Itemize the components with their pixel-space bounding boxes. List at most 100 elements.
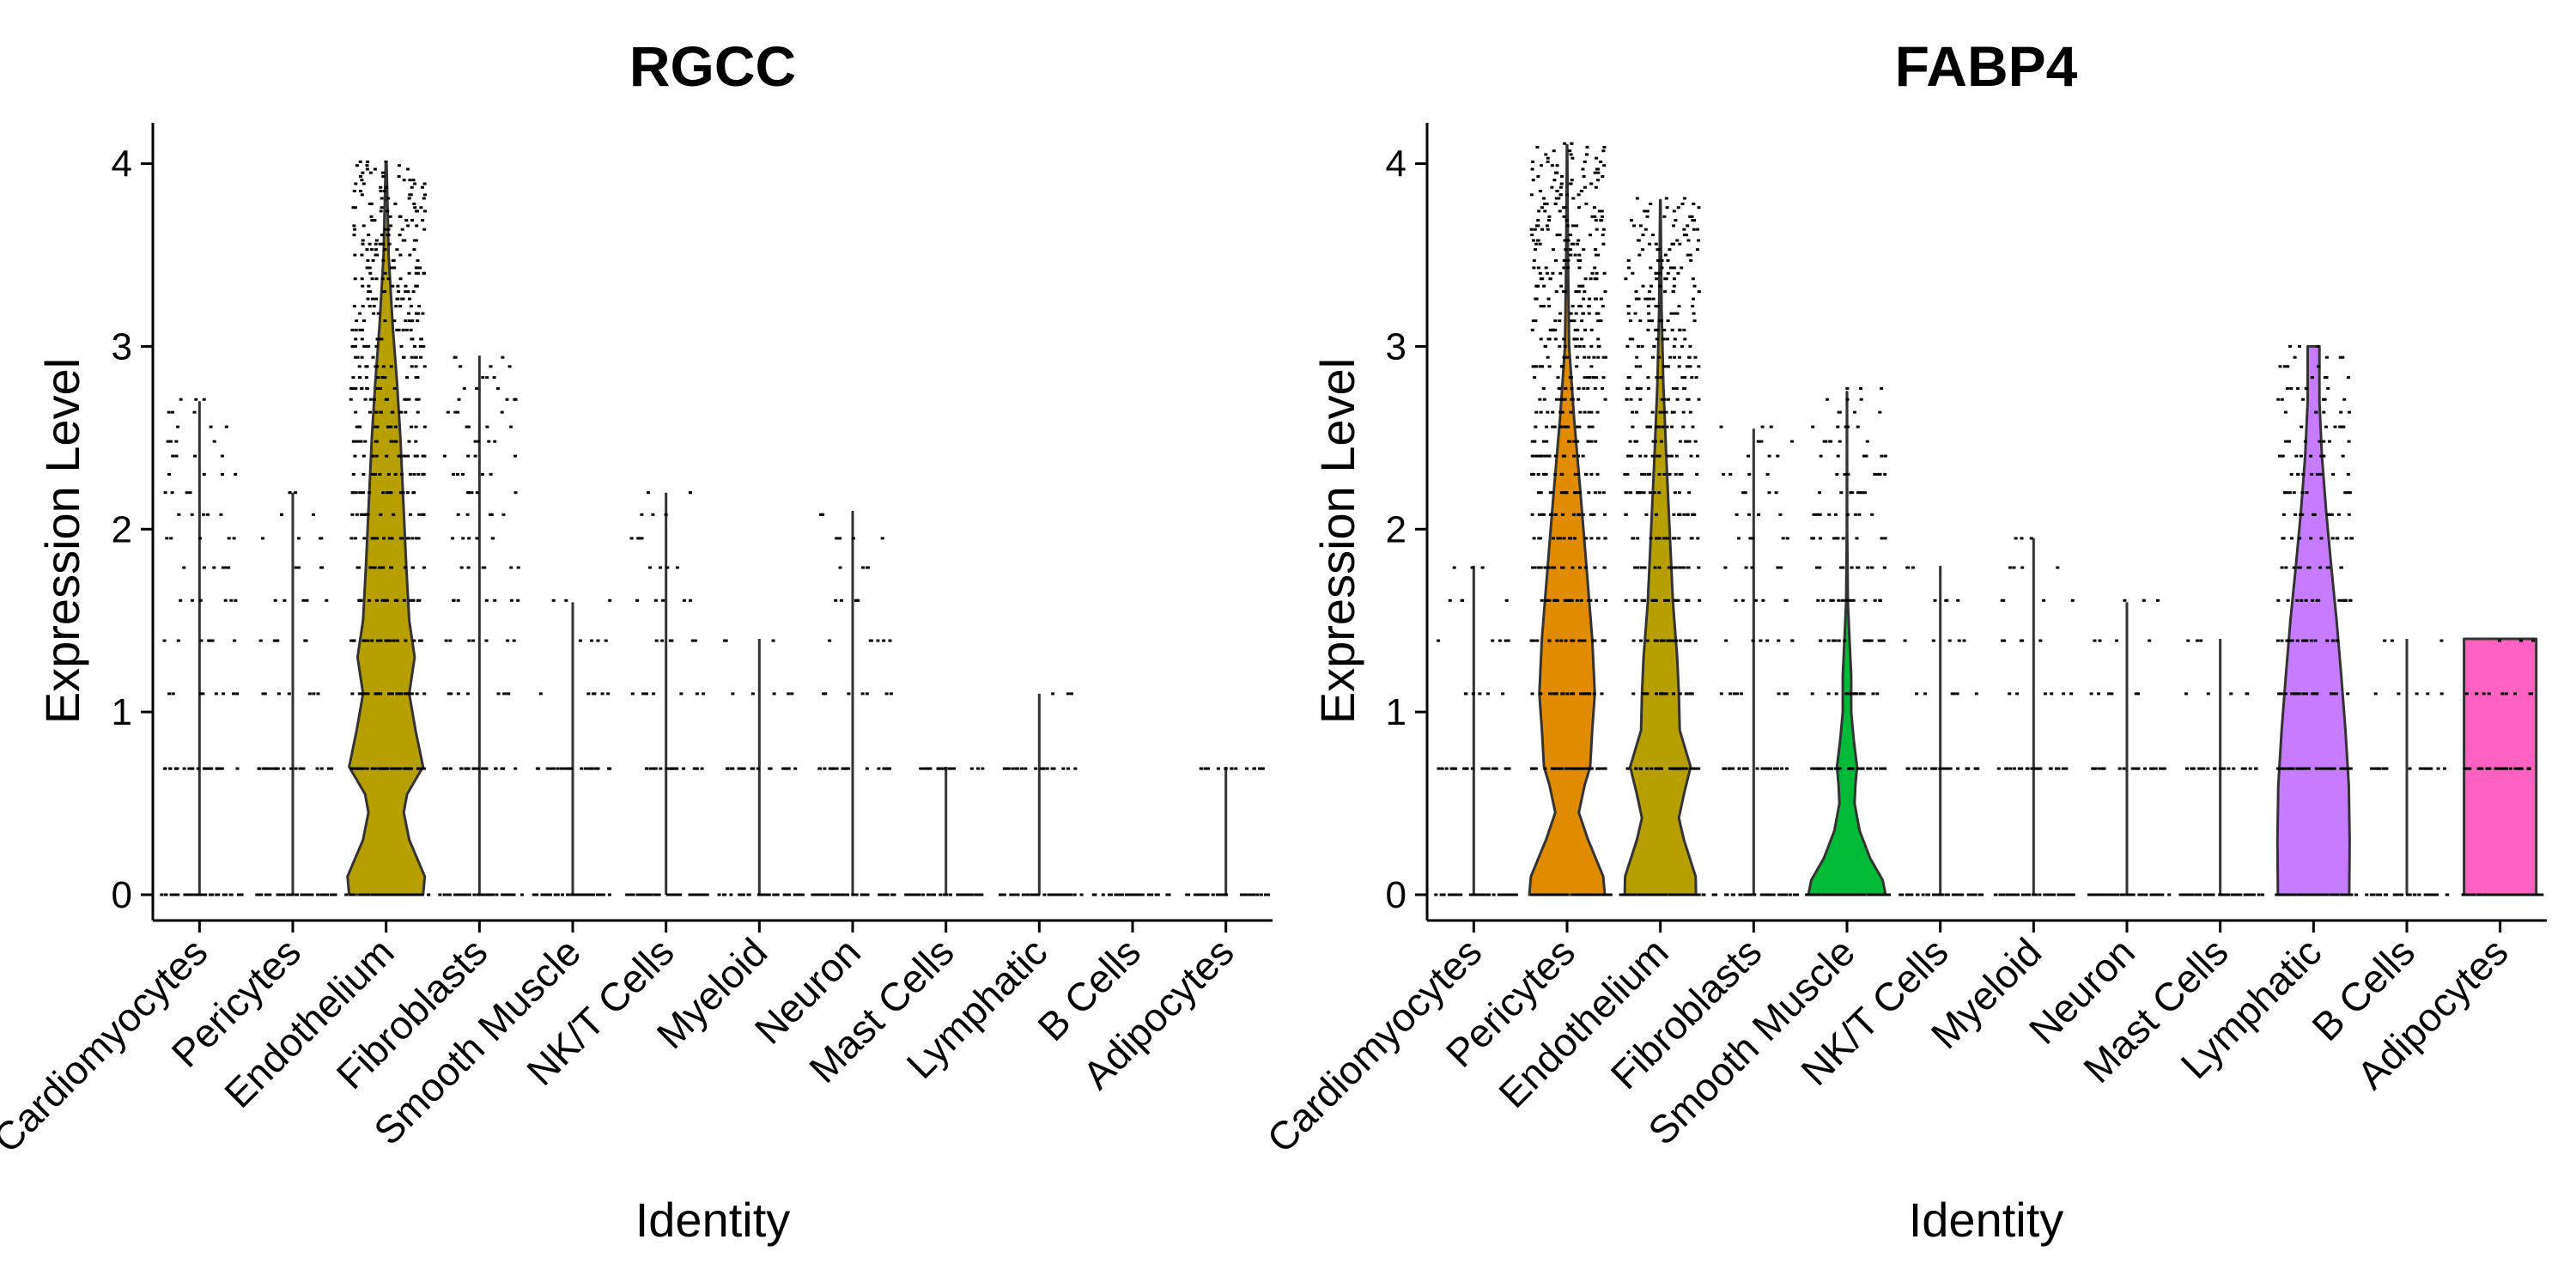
- data-point: [703, 893, 708, 896]
- data-point: [2316, 365, 2320, 368]
- data-point: [1874, 767, 1878, 770]
- data-point: [1884, 893, 1888, 896]
- data-point: [1783, 692, 1787, 696]
- data-point: [1834, 767, 1838, 770]
- data-point: [350, 513, 355, 516]
- data-point: [1626, 258, 1631, 262]
- data-point: [513, 454, 517, 458]
- data-point: [696, 893, 700, 896]
- data-point: [2349, 537, 2354, 540]
- data-point: [1875, 472, 1880, 476]
- data-point: [2540, 893, 2544, 896]
- data-point: [386, 210, 390, 213]
- data-point: [860, 893, 864, 896]
- data-point: [422, 425, 427, 428]
- data-point: [640, 513, 644, 516]
- data-point: [1810, 692, 1814, 696]
- data-point: [1654, 513, 1658, 516]
- data-point: [1555, 164, 1559, 167]
- data-point: [2278, 767, 2281, 770]
- data-point: [2365, 893, 2369, 896]
- data-point: [481, 767, 484, 770]
- data-point: [532, 893, 537, 896]
- data-point: [1650, 454, 1655, 458]
- data-point: [1538, 893, 1541, 896]
- data-point: [1623, 472, 1627, 476]
- data-point: [1595, 410, 1600, 414]
- data-point: [1833, 513, 1838, 516]
- data-point: [1678, 242, 1682, 246]
- data-point: [1905, 893, 1909, 896]
- data-point: [1576, 893, 1580, 896]
- data-point: [1646, 305, 1650, 308]
- data-point: [461, 472, 465, 476]
- data-point: [2495, 893, 2500, 896]
- data-point: [1079, 893, 1084, 896]
- data-point: [1532, 266, 1536, 270]
- data-point: [1665, 206, 1669, 210]
- data-point: [229, 598, 234, 602]
- data-point: [1844, 425, 1848, 428]
- data-point: [1639, 767, 1643, 770]
- data-point: [2093, 893, 2098, 896]
- data-point: [422, 271, 426, 275]
- data-point: [412, 344, 416, 348]
- data-point: [358, 328, 362, 331]
- data-point: [1833, 639, 1838, 642]
- data-point: [1050, 893, 1054, 896]
- data-point: [366, 297, 370, 301]
- data-point: [1641, 234, 1645, 237]
- data-point: [1575, 337, 1579, 341]
- data-point: [771, 639, 775, 642]
- data-point: [1571, 513, 1576, 516]
- data-point: [2144, 893, 2148, 896]
- data-point: [1635, 410, 1638, 414]
- data-point: [1880, 537, 1884, 540]
- data-point: [2290, 893, 2294, 896]
- data-point: [467, 639, 471, 642]
- data-point: [2289, 386, 2293, 390]
- data-point: [1586, 598, 1590, 602]
- data-point: [2276, 398, 2281, 401]
- data-point: [207, 639, 211, 642]
- data-point: [1643, 472, 1647, 476]
- data-point: [1532, 239, 1535, 242]
- data-point: [453, 355, 457, 359]
- data-point: [2281, 537, 2286, 540]
- data-point: [678, 893, 683, 896]
- data-point: [1646, 893, 1650, 896]
- data-point: [401, 491, 405, 495]
- data-point: [2278, 454, 2281, 458]
- data-point: [2312, 513, 2317, 516]
- data-point: [549, 767, 553, 770]
- data-point: [2281, 513, 2286, 516]
- data-point: [379, 386, 382, 390]
- data-point: [1546, 454, 1550, 458]
- data-point: [1554, 893, 1558, 896]
- data-point: [692, 767, 696, 770]
- data-point: [2439, 639, 2444, 642]
- data-point: [374, 344, 379, 348]
- data-point: [489, 472, 493, 476]
- data-point: [467, 893, 471, 896]
- data-point: [520, 893, 525, 896]
- data-point: [195, 893, 198, 896]
- data-point: [1638, 454, 1643, 458]
- data-point: [2435, 893, 2439, 896]
- data-point: [1154, 893, 1158, 896]
- data-point: [1550, 566, 1554, 569]
- data-point: [1664, 692, 1668, 696]
- data-point: [865, 767, 869, 770]
- data-point: [380, 598, 385, 602]
- data-point: [359, 893, 363, 896]
- data-point: [1558, 210, 1562, 213]
- data-point: [1583, 692, 1587, 696]
- data-point: [738, 893, 742, 896]
- data-point: [1556, 537, 1560, 540]
- data-point: [1831, 639, 1835, 642]
- data-point: [1666, 319, 1670, 323]
- data-point: [670, 893, 674, 896]
- data-point: [2339, 566, 2343, 569]
- data-point: [1530, 454, 1534, 458]
- data-point: [312, 692, 316, 696]
